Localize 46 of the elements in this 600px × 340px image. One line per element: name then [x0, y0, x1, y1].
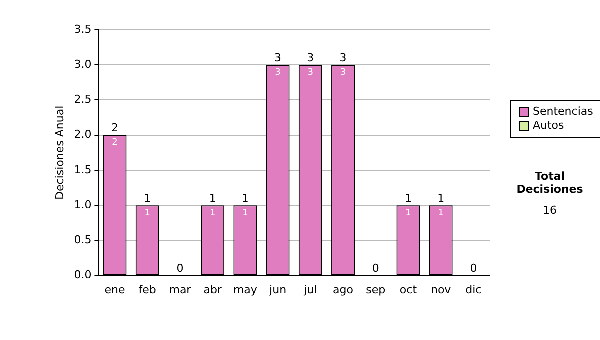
text: 16: [542, 204, 558, 217]
x-tick-label: jun: [268, 283, 287, 296]
x-tick-label: jul: [303, 283, 318, 296]
x-tick-label: may: [233, 283, 258, 296]
total-label: 3: [307, 51, 314, 64]
x-tick-label: ago: [333, 283, 354, 296]
total-label: 1: [404, 192, 412, 205]
total-label: 2: [112, 122, 118, 135]
data-label: 3: [340, 68, 346, 78]
y-tick-label: 1.5: [74, 163, 92, 176]
y-tick-label: 0.5: [74, 234, 92, 247]
x-tick-label: ene: [104, 283, 126, 296]
data-label: 3: [308, 68, 314, 78]
total-label: 0: [176, 262, 184, 276]
data-label: 1: [438, 208, 444, 218]
x-tick-label: nov: [430, 283, 452, 296]
total-label: 3: [274, 51, 282, 64]
y-tick-label: 0.0: [74, 268, 92, 282]
data-label: 1: [144, 208, 150, 218]
data-label: 1: [406, 208, 412, 218]
x-tick-label: dic: [466, 283, 482, 296]
y-tick-label: 3.5: [74, 22, 92, 36]
y-tick-label: 2.5: [74, 93, 92, 106]
x-tick-label: oct: [400, 283, 418, 296]
y-tick-label: 1.0: [74, 198, 92, 212]
total-label: 1: [242, 192, 249, 205]
legend-label: Sentencias: [533, 105, 594, 119]
total-label: 1: [144, 192, 152, 205]
text: Total Decisiones: [516, 170, 584, 196]
legend-label: Autos: [533, 119, 564, 133]
total-label: 0: [470, 262, 478, 276]
data-label: 1: [210, 208, 216, 218]
data-label: 3: [275, 68, 281, 78]
y-tick-label: 3.0: [74, 58, 92, 71]
data-label: 2: [112, 138, 118, 148]
total-label: 1: [209, 192, 216, 205]
data-label: 1: [242, 208, 248, 218]
total-label: 1: [438, 192, 445, 205]
total-label: 3: [340, 51, 347, 64]
y-axis-title: Decisiones Anual: [53, 106, 66, 200]
x-tick-label: mar: [169, 283, 192, 296]
x-tick-label: sep: [366, 283, 386, 296]
x-tick-label: feb: [138, 283, 156, 296]
y-tick-label: 2.0: [74, 128, 92, 142]
total-label: 0: [372, 262, 380, 276]
x-tick-label: abr: [204, 283, 222, 296]
